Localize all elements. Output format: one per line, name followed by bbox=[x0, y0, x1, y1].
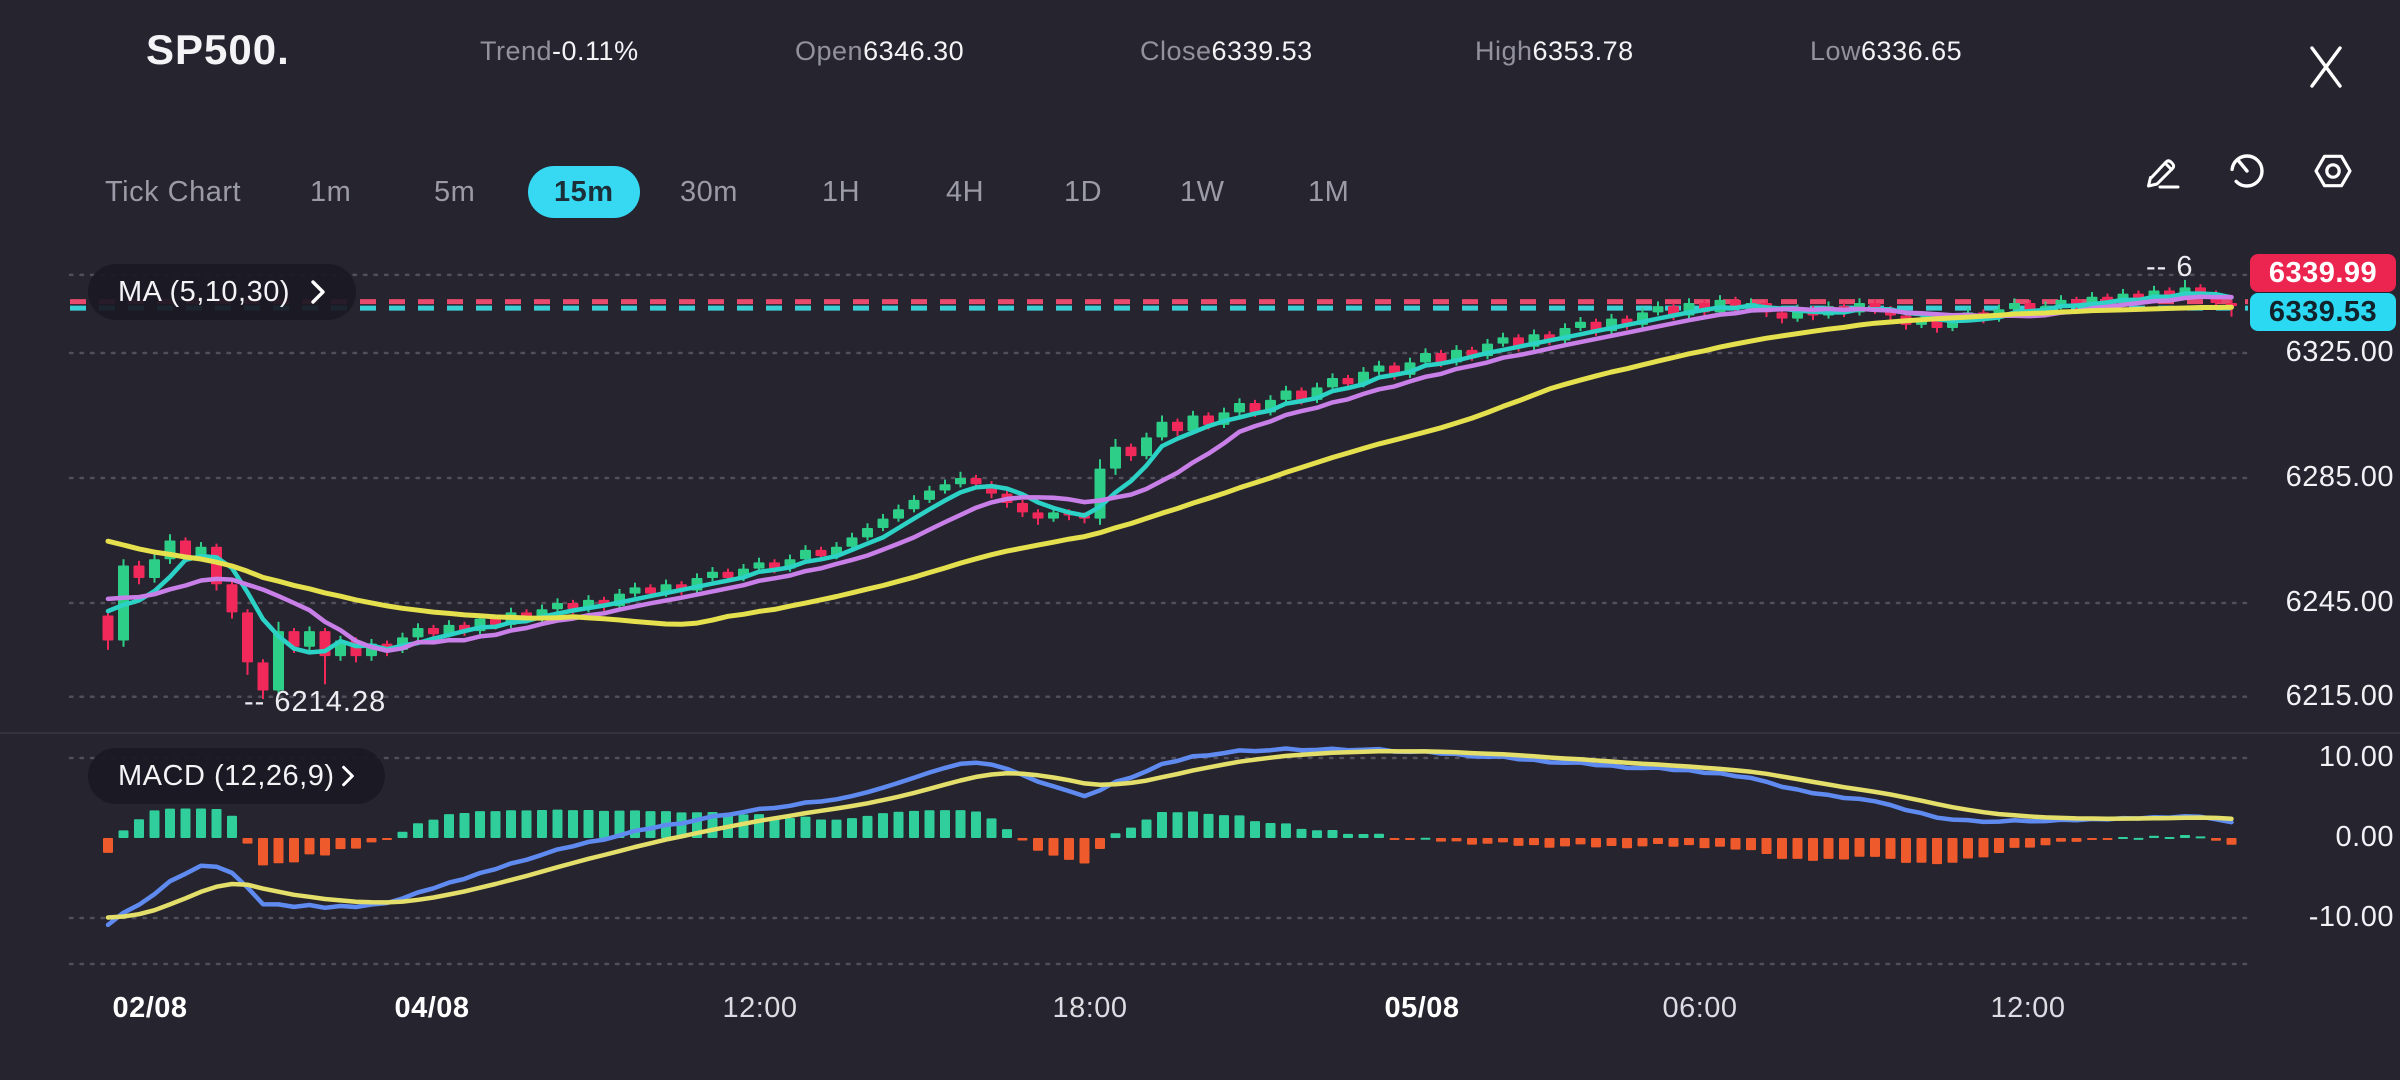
x-axis-label: 02/08 bbox=[112, 992, 188, 1024]
timer-icon[interactable] bbox=[2224, 148, 2270, 194]
last-price-badge: 6339.99 bbox=[2250, 254, 2396, 292]
x-axis-label: 06:00 bbox=[1662, 992, 1738, 1024]
chevron-right-icon bbox=[311, 280, 325, 304]
x-axis-label: 04/08 bbox=[394, 992, 470, 1024]
tab-1m[interactable]: 1m bbox=[310, 175, 352, 208]
macd-axis-label: 10.00 bbox=[2318, 741, 2394, 773]
low-price-annotation: -- 6214.28 bbox=[244, 686, 387, 718]
stat-open: Open6346.30 bbox=[795, 36, 965, 66]
symbol-title: SP500. bbox=[146, 26, 290, 73]
close-icon[interactable] bbox=[2300, 40, 2352, 92]
x-axis-label: 12:00 bbox=[722, 992, 798, 1024]
tab-1m[interactable]: 1M bbox=[1308, 175, 1350, 208]
macd-indicator-label: MACD (12,26,9) bbox=[118, 759, 335, 792]
ma-indicator-pill[interactable]: MA (5,10,30) bbox=[88, 264, 357, 320]
tab-1w[interactable]: 1W bbox=[1180, 175, 1225, 208]
tab-1d[interactable]: 1D bbox=[1064, 175, 1103, 208]
tab-1h[interactable]: 1H bbox=[822, 175, 861, 208]
draw-icon[interactable] bbox=[2138, 148, 2184, 194]
settings-icon[interactable] bbox=[2310, 148, 2356, 194]
tab-tick-chart[interactable]: Tick Chart bbox=[105, 175, 242, 208]
x-axis-label: 18:00 bbox=[1052, 992, 1128, 1024]
price-axis-label: 6325.00 bbox=[2285, 336, 2394, 368]
tab-30m[interactable]: 30m bbox=[680, 175, 738, 208]
recent-high-annotation: -- 6 bbox=[2146, 251, 2194, 283]
x-axis-label: 05/08 bbox=[1384, 992, 1460, 1024]
stat-close: Close6339.53 bbox=[1140, 36, 1313, 66]
chevron-right-icon bbox=[341, 765, 354, 787]
tab-15m[interactable]: 15m bbox=[528, 166, 640, 218]
tab-4h[interactable]: 4H bbox=[946, 175, 985, 208]
price-axis-label: 6215.00 bbox=[2285, 679, 2394, 712]
price-axis-label: 6245.00 bbox=[2285, 586, 2394, 618]
macd-axis-label: -10.00 bbox=[2308, 901, 2394, 933]
price-axis-label: 6285.00 bbox=[2285, 461, 2394, 493]
macd-axis-label: 0.00 bbox=[2335, 821, 2394, 853]
ma-indicator-label: MA (5,10,30) bbox=[118, 275, 291, 308]
tab-5m[interactable]: 5m bbox=[434, 175, 476, 208]
x-axis-label: 12:00 bbox=[1990, 992, 2066, 1024]
close-price-badge: 6339.53 bbox=[2250, 293, 2396, 331]
stat-low: Low6336.65 bbox=[1810, 36, 1963, 66]
macd-indicator-pill[interactable]: MACD (12,26,9) bbox=[88, 748, 385, 804]
stat-trend: Trend-0.11% bbox=[480, 36, 639, 66]
stat-high: High6353.78 bbox=[1475, 36, 1634, 66]
